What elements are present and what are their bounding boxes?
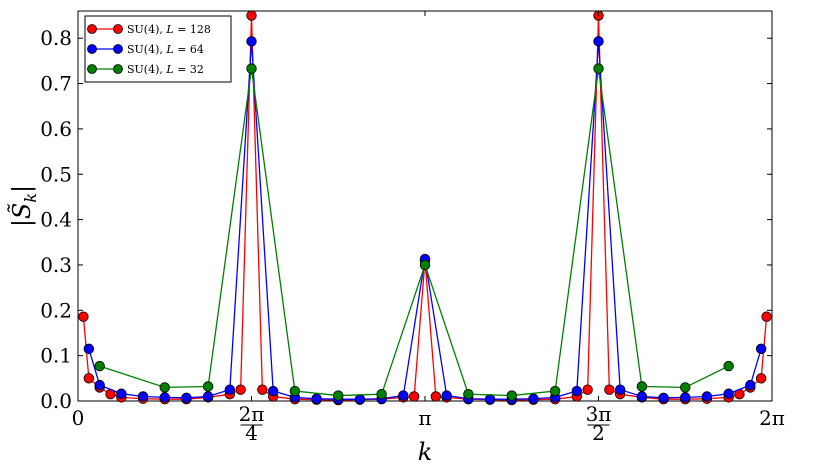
- data-point: [267, 385, 279, 397]
- data-point: [257, 384, 268, 395]
- x-tick-label: π: [418, 406, 431, 430]
- legend-marker: [113, 44, 123, 54]
- data-point: [636, 381, 648, 392]
- data-point: [202, 391, 214, 402]
- data-point: [701, 391, 713, 402]
- y-axis-label-group: |S̃k|: [8, 185, 40, 227]
- data-point: [723, 360, 734, 372]
- data-point: [680, 392, 691, 403]
- y-tick-label: 0.5: [40, 162, 72, 186]
- data-point: [419, 259, 431, 271]
- data-point: [593, 63, 604, 74]
- legend-marker: [87, 64, 97, 74]
- data-point: [463, 388, 474, 400]
- data-point: [202, 381, 214, 392]
- data-point: [761, 311, 772, 322]
- data-point: [658, 392, 669, 404]
- data-point: [246, 36, 257, 47]
- data-point: [745, 379, 756, 391]
- x-axis-label: k: [418, 438, 433, 465]
- legend-marker: [87, 24, 97, 34]
- legend-item: SU(4), L = 32: [87, 63, 204, 76]
- data-point: [137, 391, 149, 402]
- data-point: [94, 379, 105, 391]
- data-point: [723, 388, 734, 399]
- data-point: [604, 384, 615, 395]
- x-tick-label: 2π: [759, 406, 785, 430]
- data-point: [333, 390, 344, 401]
- y-tick-label: 0.3: [40, 253, 72, 277]
- data-point: [484, 393, 496, 405]
- data-point: [398, 390, 409, 401]
- data-point: [159, 382, 170, 393]
- legend-label: SU(4), L = 128: [127, 23, 211, 36]
- legend-marker: [113, 64, 123, 74]
- legend-item: SU(4), L = 128: [87, 23, 211, 36]
- y-tick-label: 0.8: [40, 26, 72, 50]
- data-point: [289, 385, 301, 397]
- data-point: [224, 384, 236, 395]
- x-tick-label: 3π: [586, 402, 612, 426]
- x-tick-label-denominator: 2: [592, 421, 605, 445]
- data-point: [78, 311, 89, 322]
- series-2: [94, 63, 734, 401]
- data-point: [441, 390, 452, 401]
- y-tick-label: 0.2: [40, 298, 72, 322]
- data-point: [614, 384, 626, 395]
- y-axis-label: |S̃k|: [8, 185, 40, 227]
- data-point: [311, 393, 322, 404]
- legend: SU(4), L = 128 SU(4), L = 64 SU(4), L = 32: [84, 15, 232, 83]
- x-tick-label: 0: [72, 406, 85, 430]
- x-tick-label: 2π: [239, 402, 265, 426]
- series-line: [88, 41, 762, 400]
- y-tick-label: 0.4: [40, 208, 72, 232]
- legend-marker: [87, 44, 97, 54]
- data-point: [755, 343, 767, 355]
- data-point: [528, 393, 539, 404]
- series-layer: [78, 10, 772, 406]
- data-point: [549, 385, 561, 397]
- series-line: [99, 68, 729, 397]
- y-tick-label: 0.0: [40, 389, 72, 413]
- data-point: [159, 392, 170, 403]
- data-point: [593, 36, 604, 47]
- data-point: [354, 393, 366, 405]
- data-point: [430, 391, 442, 402]
- series-1: [83, 36, 767, 405]
- x-tick-label-denominator: 4: [245, 421, 258, 445]
- y-tick-label: 0.7: [40, 72, 72, 96]
- legend-item: SU(4), L = 64: [87, 43, 204, 56]
- y-tick-label: 0.1: [40, 344, 72, 368]
- data-point: [376, 388, 387, 400]
- y-tick-label: 0.6: [40, 117, 72, 141]
- data-point: [181, 392, 192, 404]
- data-point: [235, 384, 246, 395]
- data-point: [83, 373, 95, 384]
- data-point: [246, 63, 257, 74]
- data-point: [116, 388, 127, 399]
- data-point: [755, 373, 767, 384]
- data-point: [408, 391, 420, 402]
- legend-label: SU(4), L = 32: [127, 63, 204, 76]
- data-point: [680, 382, 691, 393]
- data-point: [83, 343, 95, 355]
- legend-marker: [113, 24, 123, 34]
- data-point: [94, 360, 105, 372]
- data-point: [506, 390, 517, 401]
- data-point: [571, 385, 583, 397]
- data-point: [582, 384, 593, 395]
- data-point: [636, 391, 648, 402]
- legend-label: SU(4), L = 64: [127, 43, 204, 56]
